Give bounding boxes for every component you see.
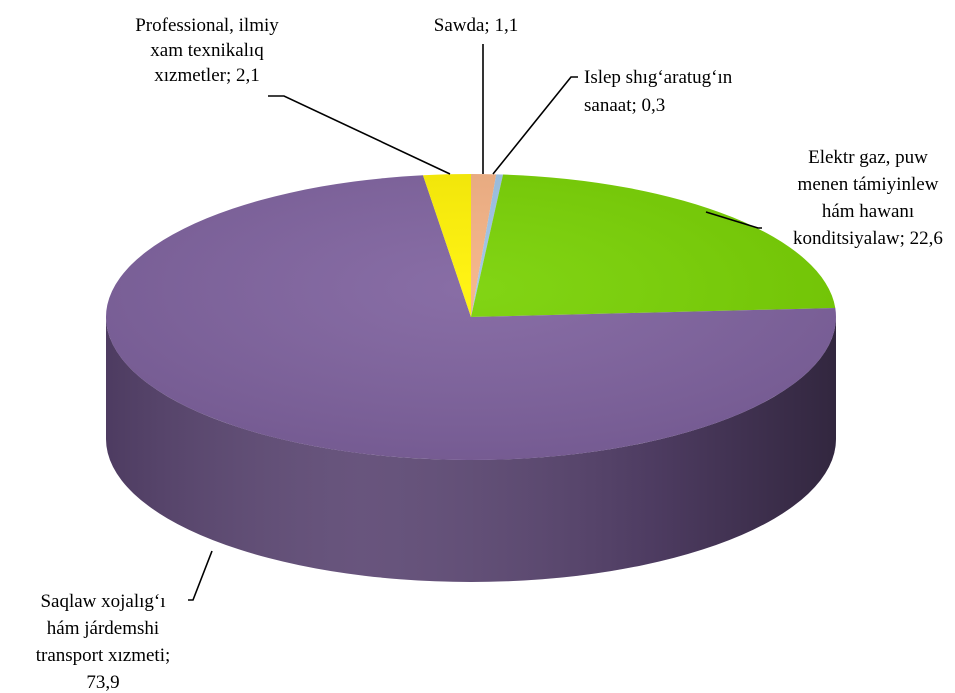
data-label-4-line-1: xam texnikalıq — [150, 40, 264, 61]
pie-labels: Sawda; 1,1 Islep shıg‘aratug‘ın sanaat; 0,… — [36, 15, 943, 693]
data-label-4-line-0: Professional, ilmiy — [135, 15, 279, 36]
data-label-1: Islep shıg‘aratug‘ın sanaat; 0,3 — [584, 67, 733, 116]
data-label-3-line-0: Saqlaw xojalıg‘ı — [40, 591, 165, 612]
data-label-3: Saqlaw xojalıg‘ı hám járdemshi transport x… — [36, 591, 171, 693]
data-label-4: Professional, ilmiy xam texnikalıq xızmetl… — [135, 15, 279, 86]
pie-side-shade-3 — [106, 317, 836, 582]
data-label-1-line-1: sanaat; 0,3 — [584, 95, 665, 116]
leader-line-3 — [188, 550, 213, 601]
leader-line-1 — [492, 76, 578, 175]
data-label-0: Sawda; 1,1 — [434, 15, 518, 36]
data-label-3-line-1: hám járdemshi — [47, 618, 159, 639]
data-label-2-line-0: Elektr gaz, puw — [808, 147, 928, 168]
data-label-1-line-0: Islep shıg‘aratug‘ın — [584, 67, 733, 88]
data-label-3-line-2: transport xızmeti; — [36, 645, 171, 666]
leader-line-4 — [268, 95, 451, 175]
leader-line-2 — [705, 211, 762, 229]
data-label-4-line-2: xızmetler; 2,1 — [154, 65, 260, 86]
pie-side — [106, 317, 836, 582]
data-label-3-line-3: 73,9 — [86, 672, 119, 693]
data-label-2-line-3: konditsiyalaw; 22,6 — [793, 228, 943, 249]
data-label-2-line-1: menen támiyinlew — [798, 174, 939, 195]
data-label-2-line-2: hám hawanı — [822, 201, 914, 222]
data-label-0-line-0: Sawda; 1,1 — [434, 15, 518, 36]
data-label-2: Elektr gaz, puw menen támiyinlew hám hawan… — [793, 147, 943, 249]
pie-top-shade — [106, 174, 836, 460]
pie-top — [106, 174, 837, 460]
